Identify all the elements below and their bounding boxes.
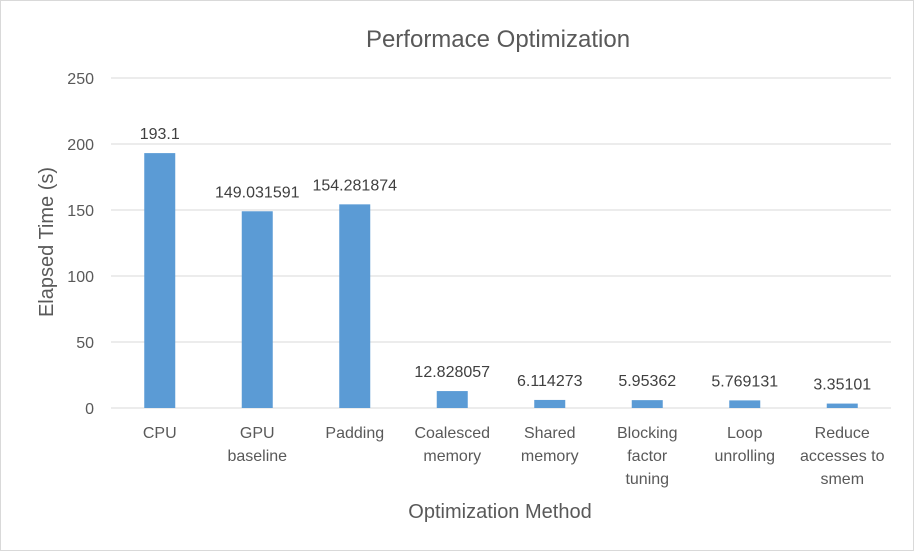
- x-axis-ticks: CPU GPU baseline Padding Coalesced memory Shar…: [143, 425, 885, 488]
- data-label: 193.1: [140, 126, 180, 143]
- bar: [631, 400, 663, 408]
- bars: [144, 153, 858, 408]
- x-tick-label: Loop unrolling: [715, 425, 775, 465]
- bar: [144, 153, 176, 408]
- bar: [826, 403, 858, 408]
- x-tick-label: Coalesced memory: [414, 425, 490, 465]
- bar: [241, 211, 273, 408]
- y-tick-label: 150: [67, 203, 94, 220]
- x-axis-title: Optimization Method: [408, 501, 591, 523]
- x-tick-label: Padding: [325, 425, 384, 442]
- gridlines: [111, 77, 891, 409]
- x-tick-label: GPU baseline: [227, 425, 287, 465]
- x-tick-label: Shared memory: [521, 425, 579, 465]
- x-tick-label: CPU: [143, 425, 177, 442]
- y-tick-label: 250: [67, 71, 94, 88]
- y-tick-label: 200: [67, 137, 94, 154]
- y-tick-label: 100: [67, 269, 94, 286]
- data-label: 3.35101: [813, 377, 871, 394]
- bar: [339, 204, 371, 408]
- bar: [534, 399, 566, 408]
- data-label: 6.114273: [517, 373, 583, 390]
- data-label: 149.031591: [215, 184, 300, 201]
- y-tick-label: 0: [85, 401, 94, 418]
- bar: [436, 391, 468, 408]
- x-tick-label: Blocking factor tuning: [617, 425, 677, 488]
- data-labels: 193.1 149.031591 154.281874 12.828057 6.1142…: [140, 126, 872, 393]
- data-label: 154.281874: [312, 177, 397, 194]
- data-label: 12.828057: [414, 364, 490, 381]
- bar: [729, 400, 761, 408]
- data-label: 5.95362: [618, 373, 676, 390]
- y-tick-label: 50: [76, 335, 94, 352]
- data-label: 5.769131: [711, 373, 778, 390]
- y-axis-title: Elapsed Time (s): [36, 167, 58, 317]
- chart-title: Performace Optimization: [366, 26, 630, 53]
- y-axis-ticks: 0 50 100 150 200 250: [67, 71, 94, 418]
- x-tick-label: Reduce accesses to smem: [800, 425, 885, 488]
